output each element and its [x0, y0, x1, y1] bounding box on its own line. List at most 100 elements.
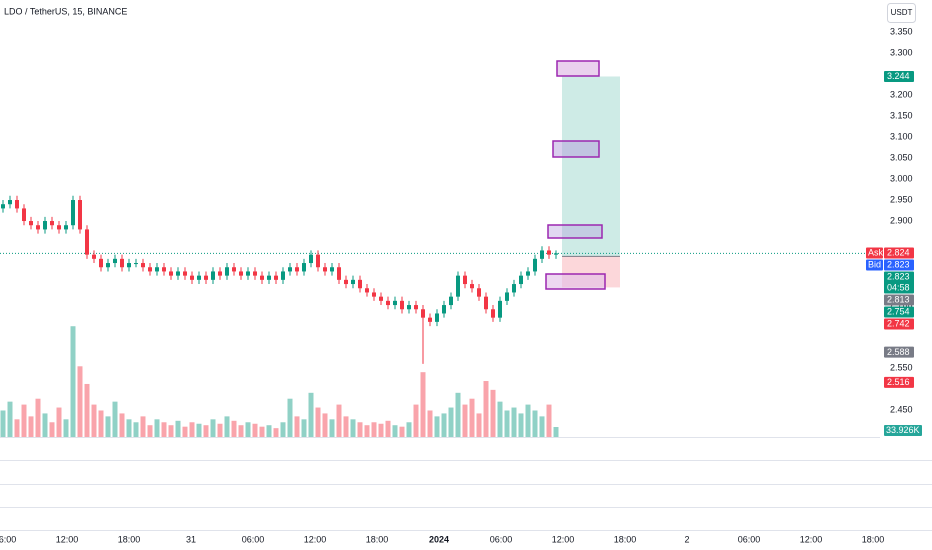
volume-bar	[378, 423, 384, 437]
volume-bar	[91, 404, 97, 437]
candle-body	[57, 225, 61, 230]
candle-body	[232, 267, 236, 272]
volume-label-box	[884, 425, 922, 436]
candle-body	[491, 309, 495, 318]
candle-body	[120, 258, 124, 268]
volume-bar	[413, 404, 419, 437]
drawn-rectangle[interactable]	[547, 224, 603, 239]
price-label-box	[884, 259, 914, 271]
candle-body	[386, 300, 390, 306]
volume-bar	[77, 366, 83, 437]
candle-body	[393, 300, 397, 306]
candle-body	[477, 288, 481, 297]
volume-bar	[462, 404, 468, 437]
volume-bar	[336, 404, 342, 437]
volume-bar	[280, 422, 286, 437]
volume-bar	[308, 392, 314, 437]
volume-bar	[154, 419, 160, 437]
y-tick-label: 3.000	[890, 173, 913, 183]
y-tick-label: 2.550	[890, 362, 913, 372]
volume-bar	[266, 425, 272, 437]
volume-bar	[133, 422, 139, 437]
price-label: 3.244	[887, 71, 910, 81]
candle-body	[218, 271, 222, 276]
candle-body	[1, 204, 5, 209]
volume-bar	[392, 425, 398, 437]
volume-bar	[196, 423, 202, 437]
candle-body	[92, 254, 96, 259]
volume-bar	[420, 372, 426, 437]
volume-bar	[105, 416, 111, 437]
candle-body	[246, 271, 250, 276]
candle-body	[463, 275, 467, 285]
candle-body	[456, 275, 460, 297]
volume-bar	[287, 398, 293, 437]
volume-bar	[119, 413, 125, 437]
volume-bar	[168, 425, 174, 437]
volume-bar	[56, 407, 62, 437]
candle-body	[253, 271, 257, 276]
volume-bar	[434, 416, 440, 437]
volume-bar	[490, 389, 496, 437]
candle-body	[337, 267, 341, 280]
x-tick-label: 06:00	[490, 534, 513, 544]
volume-bar	[553, 427, 559, 437]
candle-body	[400, 300, 404, 310]
volume-bar	[84, 383, 90, 437]
price-label: 2.813	[887, 295, 910, 305]
y-tick-label: 2.900	[890, 215, 913, 225]
candle-body	[470, 284, 474, 289]
volume-bar	[399, 426, 405, 437]
candle-body	[379, 296, 383, 301]
volume-bar	[504, 410, 510, 437]
volume-bar	[140, 416, 146, 437]
candle-body	[309, 254, 313, 264]
candle-body	[176, 271, 180, 276]
candle-body	[8, 200, 12, 205]
candle-body	[113, 258, 117, 264]
candle-body	[505, 292, 509, 301]
price-label: 2.754	[887, 307, 910, 317]
candle-body	[127, 263, 131, 268]
candle-body	[274, 275, 278, 280]
volume-bar	[539, 416, 545, 437]
price-label: 2.516	[887, 377, 910, 387]
candle-body	[498, 300, 502, 318]
candle-body	[428, 317, 432, 322]
volume-bar	[126, 419, 132, 437]
price-tag: Bid	[868, 260, 881, 270]
volume-bar	[238, 425, 244, 437]
currency-button[interactable]	[887, 3, 916, 23]
currency-label[interactable]: USDT	[891, 8, 913, 17]
drawn-rectangle[interactable]	[552, 140, 600, 158]
volume-bar	[497, 401, 503, 437]
volume-bar	[63, 419, 69, 437]
x-tick-label: 31	[186, 534, 196, 544]
candle-body	[512, 284, 516, 293]
drawn-rectangle[interactable]	[556, 60, 600, 77]
candle-body	[204, 275, 208, 280]
volume-bar	[70, 326, 76, 437]
price-tag: Ask	[868, 248, 884, 258]
candle-body	[484, 296, 488, 310]
volume-bar	[7, 401, 13, 437]
x-tick-label: 18:00	[614, 534, 637, 544]
volume-bar	[329, 419, 335, 437]
candle-body	[64, 225, 68, 230]
candle-body	[155, 267, 159, 272]
y-tick-label: 3.100	[890, 131, 913, 141]
candle-body	[540, 250, 544, 259]
candle-body	[134, 263, 138, 265]
volume-bar	[161, 422, 167, 437]
volume-bar	[511, 407, 517, 437]
volume-bar	[455, 392, 461, 437]
drawn-rectangle[interactable]	[545, 273, 606, 290]
candle-body	[141, 263, 145, 268]
volume-bar	[322, 413, 328, 437]
price-timer: 04:58	[887, 282, 910, 292]
candle-body	[407, 305, 411, 310]
x-tick-label: 2024	[429, 534, 449, 544]
volume-bar	[35, 398, 41, 437]
volume-bar	[224, 416, 230, 437]
x-tick-label: 12:00	[304, 534, 327, 544]
